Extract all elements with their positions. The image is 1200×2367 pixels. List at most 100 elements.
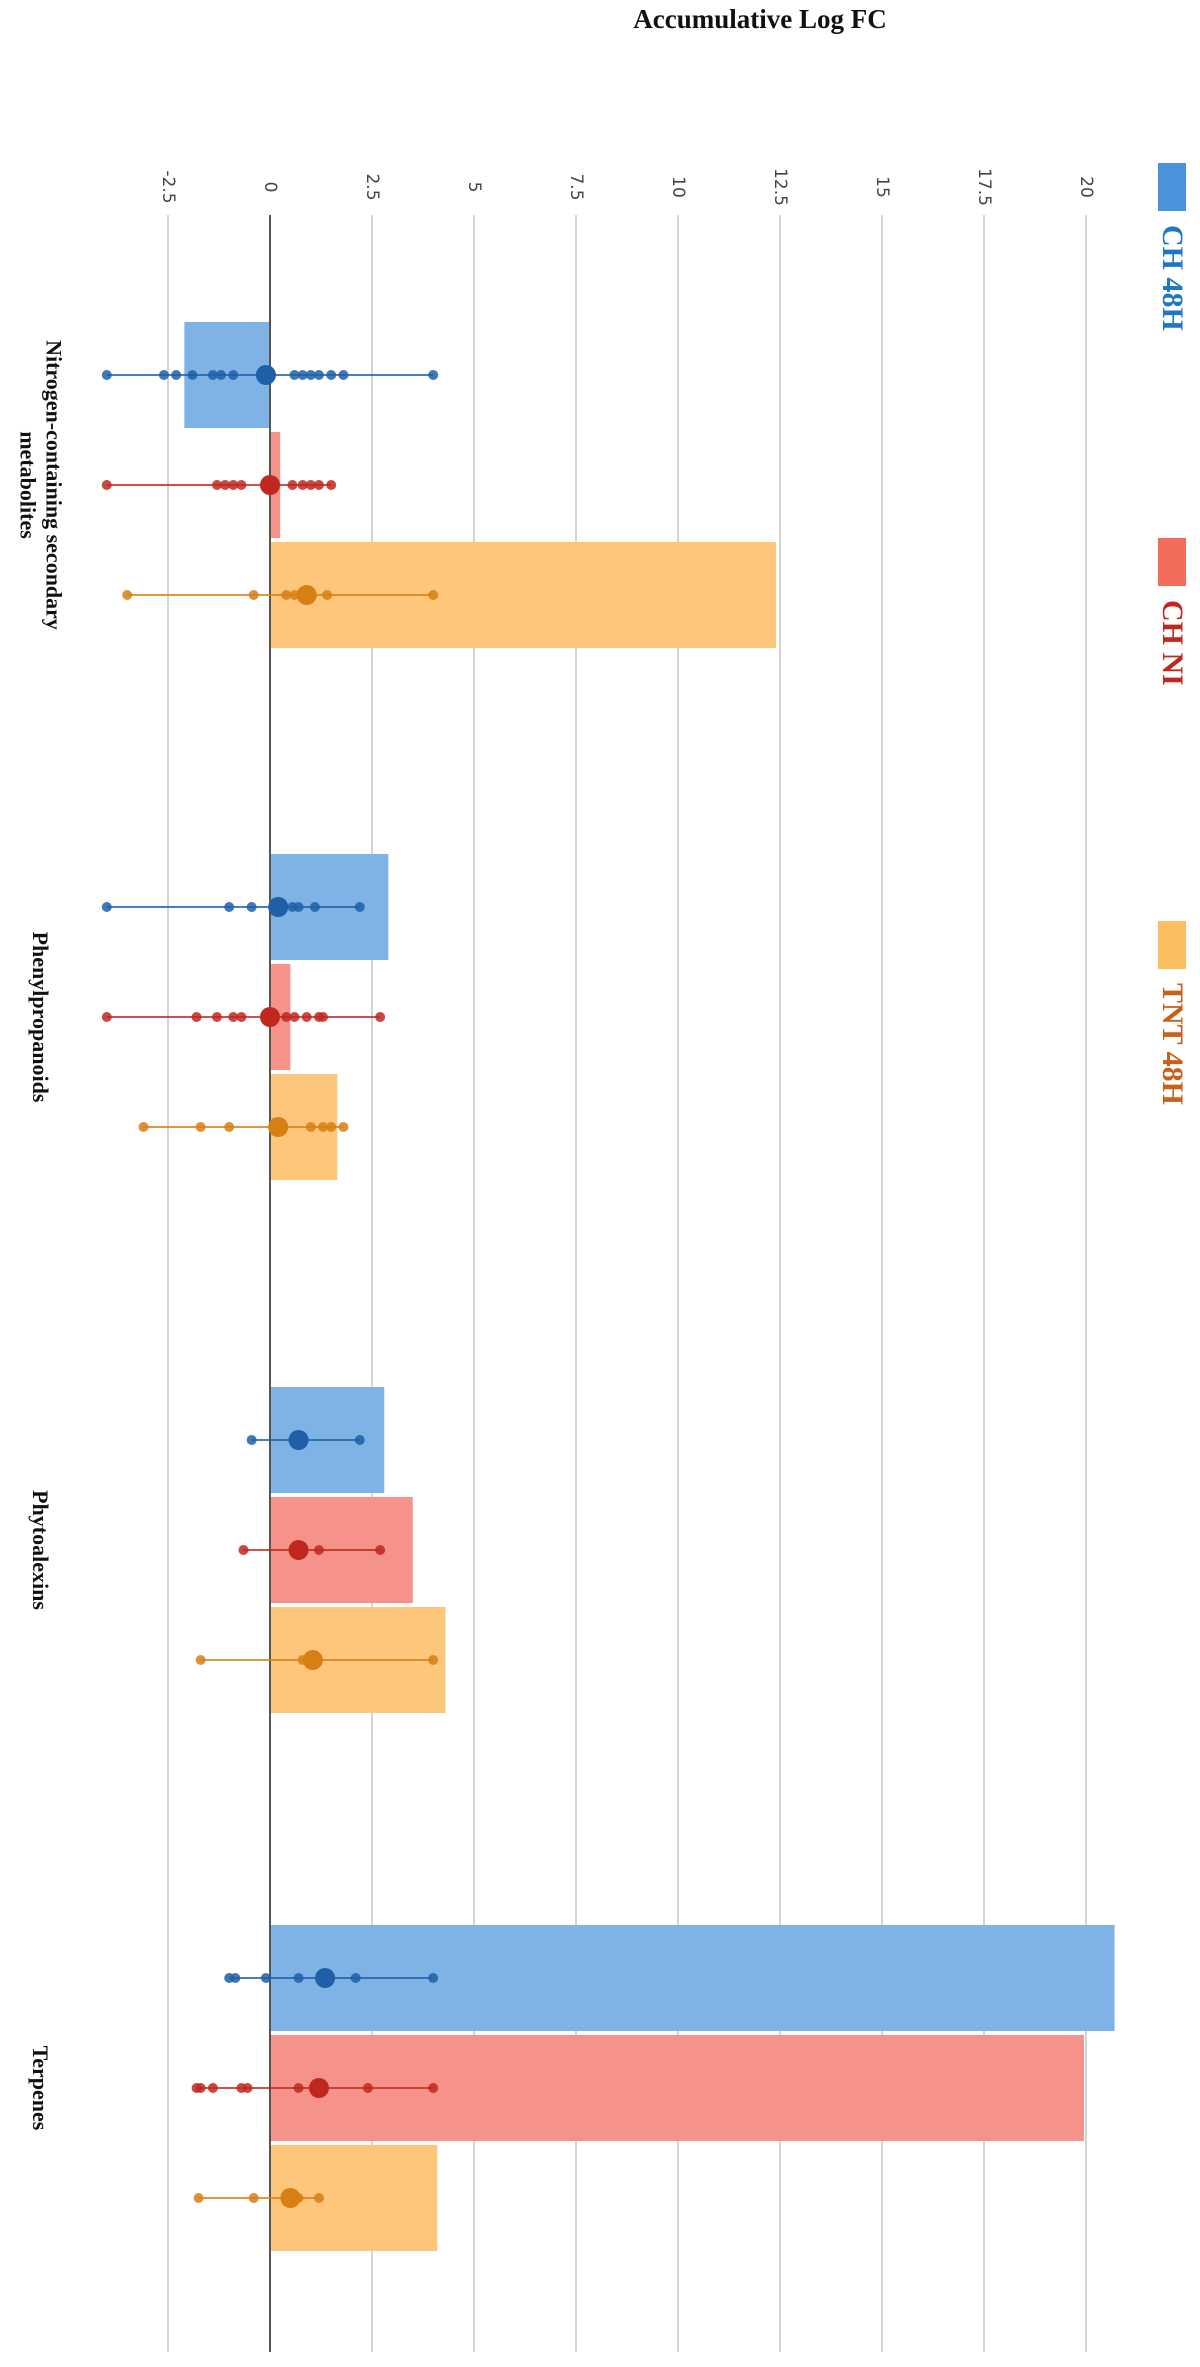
point xyxy=(289,590,300,600)
point xyxy=(350,1973,361,1983)
mean-point xyxy=(260,475,280,495)
point xyxy=(187,370,198,380)
point xyxy=(297,480,308,490)
point xyxy=(138,1122,149,1132)
point xyxy=(195,1122,206,1132)
point xyxy=(207,370,218,380)
mean-point xyxy=(260,1007,280,1027)
category-label: Phytoalexins xyxy=(28,1490,54,1610)
mean-point xyxy=(308,2078,329,2098)
point xyxy=(293,1973,304,1983)
point xyxy=(191,1012,202,1022)
point xyxy=(224,902,235,912)
point xyxy=(326,480,337,490)
point xyxy=(293,902,304,912)
point xyxy=(195,1655,206,1665)
mean-point xyxy=(302,1650,323,1670)
legend-label: TNT 48H xyxy=(1156,983,1189,1105)
point xyxy=(248,590,259,600)
point xyxy=(428,590,439,600)
mean-point xyxy=(268,897,289,917)
mean-point xyxy=(296,585,317,605)
point xyxy=(338,1122,349,1132)
legend-swatch xyxy=(1158,921,1186,969)
point xyxy=(211,480,222,490)
point xyxy=(101,480,112,490)
point xyxy=(238,1545,249,1555)
mean-point xyxy=(288,1430,309,1450)
point xyxy=(313,2193,324,2203)
point xyxy=(230,1973,241,1983)
legend-swatch xyxy=(1158,163,1186,211)
point xyxy=(428,1655,439,1665)
point xyxy=(224,1122,235,1132)
x-tick-label: 0 xyxy=(260,182,280,193)
point xyxy=(428,1973,439,1983)
point xyxy=(248,2193,259,2203)
point xyxy=(309,902,320,912)
point xyxy=(236,480,247,490)
point xyxy=(171,370,182,380)
point xyxy=(228,480,239,490)
point xyxy=(326,370,337,380)
point xyxy=(158,370,169,380)
point xyxy=(246,902,257,912)
point xyxy=(318,1122,329,1132)
point xyxy=(228,370,239,380)
x-tick-label: 17.5 xyxy=(974,168,994,206)
point xyxy=(211,1012,222,1022)
point xyxy=(375,1545,386,1555)
point xyxy=(122,590,133,600)
point xyxy=(375,1012,386,1022)
x-tick-label: 20 xyxy=(1076,176,1096,198)
point xyxy=(305,1122,316,1132)
point xyxy=(220,480,231,490)
category-label: Nitrogen-containing secondary metabolite… xyxy=(15,340,67,630)
x-tick-label: 2.5 xyxy=(362,173,382,200)
point xyxy=(313,480,324,490)
point xyxy=(322,590,333,600)
x-tick-label: 7.5 xyxy=(566,173,586,200)
point xyxy=(289,1012,300,1022)
point xyxy=(242,2083,253,2093)
point xyxy=(428,370,439,380)
legend-swatch xyxy=(1158,538,1186,586)
legend-label: CH 48H xyxy=(1156,225,1189,331)
point xyxy=(354,1435,365,1445)
x-tick-label: 15 xyxy=(872,176,892,198)
x-tick-label: 12.5 xyxy=(770,168,790,206)
point xyxy=(195,2083,206,2093)
category-label: Terpenes xyxy=(28,2045,54,2131)
point xyxy=(305,370,316,380)
legend-label: CH NI xyxy=(1156,600,1189,686)
point xyxy=(305,480,316,490)
mean-point xyxy=(288,1540,309,1560)
category-label: Phenylpropanoids xyxy=(28,931,54,1103)
point xyxy=(216,370,227,380)
mean-point xyxy=(280,2188,301,2208)
point xyxy=(362,2083,373,2093)
point xyxy=(313,370,324,380)
point xyxy=(281,590,292,600)
point xyxy=(428,2083,439,2093)
point xyxy=(207,2083,218,2093)
mean-point xyxy=(268,1117,289,1137)
mean-point xyxy=(315,1968,336,1988)
point xyxy=(193,2193,204,2203)
chart-title: Accumulative Log FC xyxy=(633,4,886,34)
point xyxy=(287,480,298,490)
point xyxy=(246,1435,257,1445)
point xyxy=(354,902,365,912)
point xyxy=(101,370,112,380)
point xyxy=(297,370,308,380)
point xyxy=(318,1012,329,1022)
point xyxy=(313,1545,324,1555)
point xyxy=(289,370,300,380)
point xyxy=(338,370,349,380)
x-tick-label: 5 xyxy=(464,182,484,193)
point xyxy=(228,1012,239,1022)
mean-point xyxy=(255,365,276,385)
x-tick-label: -2.5 xyxy=(158,170,178,203)
